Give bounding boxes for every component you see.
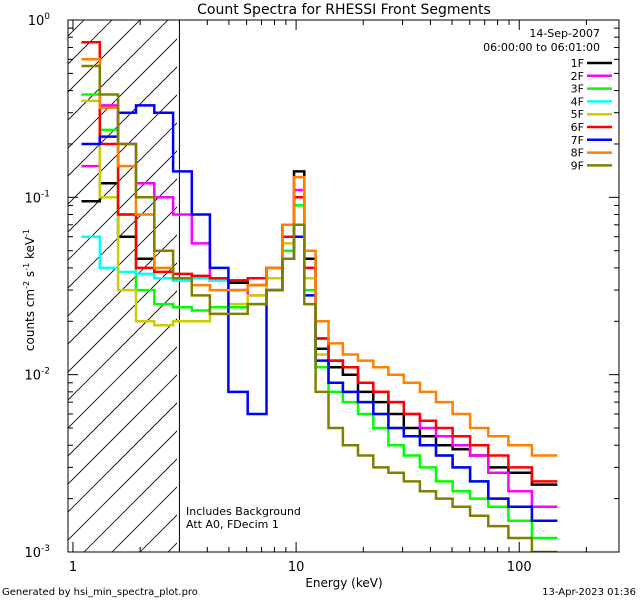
annotation-attenuator: Att A0, FDecim 1 xyxy=(186,518,279,531)
legend-label-2F: 2F xyxy=(571,70,584,83)
axis-ticks xyxy=(68,19,619,553)
y-tick-label-0.1: 10-1 xyxy=(24,189,50,206)
x-tick-label-100: 100 xyxy=(507,560,532,575)
chart-title: Count Spectra for RHESSI Front Segments xyxy=(197,2,491,18)
hatch-line xyxy=(68,290,177,401)
y-tick-label-1: 100 xyxy=(28,12,51,29)
series-3F-line xyxy=(81,93,558,540)
hatch-line xyxy=(68,20,85,37)
legend-label-9F: 9F xyxy=(571,159,584,172)
series-6F-line xyxy=(81,40,558,483)
legend-label-8F: 8F xyxy=(571,147,584,160)
legend-date: 14-Sep-2007 xyxy=(529,27,600,40)
y-tick-label-0.001: 10-3 xyxy=(24,544,50,561)
legend-label-3F: 3F xyxy=(571,83,584,96)
hatch-line xyxy=(68,402,177,513)
series-1F-line xyxy=(81,170,558,486)
x-axis-label: Energy (keV) xyxy=(305,576,382,590)
annotation-background: Includes Background xyxy=(186,505,301,518)
hatch-line xyxy=(68,20,169,121)
hatch-line xyxy=(68,234,177,345)
legend-label-7F: 7F xyxy=(571,134,584,147)
hatch-line xyxy=(68,122,177,233)
hatch-line xyxy=(68,374,177,485)
legend-time-range: 06:00:00 to 06:01:00 xyxy=(483,41,600,54)
series-7F-line xyxy=(81,104,558,523)
hatch-line xyxy=(68,262,177,373)
x-tick-label-10: 10 xyxy=(288,560,305,575)
hatch-line xyxy=(68,178,177,289)
hatch-line xyxy=(68,430,177,541)
plot-frame xyxy=(67,19,620,553)
hatch-line xyxy=(68,66,177,177)
hatch-line xyxy=(83,458,177,552)
legend-label-6F: 6F xyxy=(571,121,584,134)
legend-label-5F: 5F xyxy=(571,108,584,121)
series-5F-line xyxy=(81,99,558,523)
hatch-line xyxy=(68,206,177,317)
footer-generated-by: Generated by hsi_min_spectra_plot.pro xyxy=(2,587,198,598)
legend-label-4F: 4F xyxy=(571,95,584,108)
footer-timestamp: 13-Apr-2023 01:36 xyxy=(542,587,636,598)
legend-label-1F: 1F xyxy=(571,57,584,70)
series-2F-line xyxy=(81,104,558,508)
series-9F-line xyxy=(81,64,558,552)
y-tick-label-0.01: 10-2 xyxy=(24,367,50,384)
x-tick-label-1: 1 xyxy=(69,560,77,575)
hatch-line xyxy=(68,94,177,205)
y-axis-label: counts cm-2 s-1 keV-1 xyxy=(22,229,37,351)
series-4F-line xyxy=(81,196,558,523)
